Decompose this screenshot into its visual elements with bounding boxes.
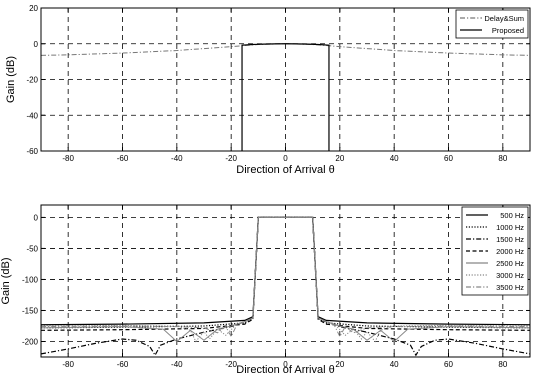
legend: 500 Hz 1000 Hz 1500 Hz 2000 Hz 2500 Hz 3000 H… bbox=[461, 206, 529, 296]
x-tick-label: 60 bbox=[444, 360, 453, 369]
y-tick-label: -50 bbox=[26, 244, 38, 253]
y-axis-label: Gain (dB) bbox=[0, 257, 12, 304]
y-tick-label: -100 bbox=[22, 275, 39, 284]
y-tick-label: -200 bbox=[22, 337, 39, 346]
x-axis-label: Direction of Arrival θ bbox=[236, 164, 334, 176]
x-tick-label: -80 bbox=[62, 360, 74, 369]
y-tick-label: -60 bbox=[26, 147, 38, 156]
legend-label: 2000 Hz bbox=[496, 247, 524, 256]
x-tick-label: 0 bbox=[283, 154, 288, 163]
chart-top-panel: -80 -60 -40 -20 0 20 40 60 80-60-40-20020Directi… bbox=[5, 4, 531, 176]
x-tick-label: -40 bbox=[171, 360, 183, 369]
series-line bbox=[41, 216, 530, 329]
y-tick-label: 20 bbox=[29, 4, 38, 13]
y-tick-label: -20 bbox=[26, 76, 38, 85]
series-group bbox=[41, 43, 530, 151]
legend-label: 2500 Hz bbox=[496, 259, 524, 268]
x-tick-label: 20 bbox=[335, 154, 344, 163]
series-group bbox=[41, 216, 530, 357]
series-line bbox=[41, 216, 530, 338]
x-tick-label: 0 bbox=[283, 360, 288, 369]
x-tick-label: 80 bbox=[498, 154, 507, 163]
chart-bottom-panel: -80 -60 -40 -20 0 20 40 60 80-200-150-100-500Dir… bbox=[0, 204, 531, 376]
legend-label: Delay&Sum bbox=[484, 14, 524, 23]
legend: Delay&Sum Proposed bbox=[455, 9, 529, 39]
legend-label: 500 Hz bbox=[500, 211, 524, 220]
x-tick-label: 60 bbox=[444, 154, 453, 163]
y-tick-label: -40 bbox=[26, 111, 38, 120]
x-tick-label: 40 bbox=[390, 154, 399, 163]
legend-label: 1000 Hz bbox=[496, 223, 524, 232]
legend-label: 3000 Hz bbox=[496, 271, 524, 280]
x-tick-label: 40 bbox=[390, 360, 399, 369]
x-tick-label: -40 bbox=[171, 154, 183, 163]
x-tick-label: -20 bbox=[225, 360, 237, 369]
y-tick-label: 0 bbox=[34, 40, 39, 49]
y-tick-label: -150 bbox=[22, 306, 39, 315]
series-line bbox=[41, 216, 530, 331]
x-tick-label: -80 bbox=[62, 154, 74, 163]
x-tick-label: -20 bbox=[225, 154, 237, 163]
y-axis-label: Gain (dB) bbox=[5, 56, 17, 103]
legend-label: 3500 Hz bbox=[496, 283, 524, 292]
x-tick-label: -60 bbox=[117, 360, 129, 369]
legend-box bbox=[455, 9, 529, 39]
series-line bbox=[241, 43, 330, 151]
x-tick-label: -60 bbox=[117, 154, 129, 163]
legend-label: 1500 Hz bbox=[496, 235, 524, 244]
y-tick-label: 0 bbox=[34, 213, 39, 222]
legend-label: Proposed bbox=[492, 26, 524, 35]
x-axis-label: Direction of Arrival θ bbox=[236, 364, 334, 376]
x-tick-label: 80 bbox=[498, 360, 507, 369]
x-tick-label: 20 bbox=[335, 360, 344, 369]
